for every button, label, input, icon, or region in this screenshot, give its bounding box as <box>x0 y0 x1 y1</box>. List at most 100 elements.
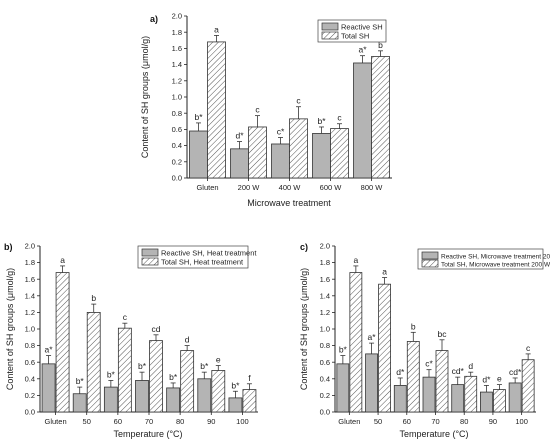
bar-reactive-sh <box>365 353 378 413</box>
significance-label: cd* <box>452 366 465 376</box>
y-tick-label: 1.2 <box>172 76 182 85</box>
bar-reactive-sh <box>451 384 465 413</box>
y-tick-label: 0.6 <box>25 358 35 367</box>
x-axis-title: Temperature (°C) <box>399 429 468 439</box>
legend-swatch-reactive-sh <box>321 22 339 31</box>
x-tick-label: 60 <box>114 417 122 426</box>
bar-total-sh <box>149 340 163 413</box>
chart-panel-b: b) 0.0 0.2 0.4 0.6 0.8 1.0 1.2 1.4 1.6 1.8 2.0 Conte… <box>4 242 258 439</box>
bar-reactive-sh <box>353 62 372 179</box>
significance-label: b* <box>200 361 209 371</box>
bar-reactive-sh <box>197 378 212 413</box>
significance-label: e <box>216 355 221 365</box>
x-tick-label: 90 <box>489 417 497 426</box>
y-tick-label: 0.8 <box>25 341 35 350</box>
bar-total-sh <box>289 118 308 179</box>
bar-reactive-sh <box>41 363 56 413</box>
bar-total-sh <box>86 311 101 413</box>
x-axis-title: Microwave treatment <box>247 198 331 208</box>
y-tick-label: 0.6 <box>320 358 330 367</box>
significance-label: b <box>91 293 96 303</box>
panel-label: b) <box>4 242 13 252</box>
bar-reactive-sh <box>508 382 522 413</box>
y-tick-label: 1.2 <box>320 308 330 317</box>
y-tick-label: 1.0 <box>320 325 330 334</box>
x-tick-label: 60 <box>403 417 411 426</box>
significance-label: b* <box>169 372 178 382</box>
bar-reactive-sh <box>230 148 249 179</box>
significance-label: d <box>185 335 190 345</box>
legend-swatch-reactive-sh <box>421 251 439 260</box>
y-tick-label: 0.6 <box>172 125 182 134</box>
y-tick-label: 1.6 <box>320 275 330 284</box>
bar-total-sh <box>349 272 363 413</box>
y-tick-label: 0.2 <box>172 157 182 166</box>
significance-label: c <box>123 312 128 322</box>
bar-total-sh <box>180 350 195 413</box>
bar-total-sh <box>242 389 257 413</box>
y-tick-label: 0.0 <box>320 408 330 417</box>
y-tick-label: 1.2 <box>25 308 35 317</box>
y-axis-title: Content of SH groups (μmol/g) <box>140 36 150 158</box>
significance-label: cd* <box>509 367 522 377</box>
legend-swatch-reactive-sh <box>141 248 159 257</box>
x-axis-title: Temperature (°C) <box>113 429 182 439</box>
significance-label: c <box>526 343 531 353</box>
bar-reactive-sh <box>72 393 87 413</box>
legend-swatch-total-sh <box>141 257 159 266</box>
bar-reactive-sh <box>422 376 436 413</box>
significance-label: d* <box>235 131 244 141</box>
legend-box <box>137 245 249 269</box>
bar-total-sh <box>435 350 449 413</box>
y-tick-label: 0.2 <box>320 391 330 400</box>
y-tick-label: 0.0 <box>25 408 35 417</box>
x-tick-label: 50 <box>83 417 91 426</box>
y-tick-label: 1.8 <box>320 258 330 267</box>
x-tick-label: 600 W <box>320 183 343 192</box>
significance-label: c* <box>425 359 433 369</box>
bar-reactive-sh <box>103 386 118 413</box>
legend-swatch-total-sh <box>321 31 339 40</box>
y-tick-label: 0.8 <box>320 341 330 350</box>
x-tick-label: 800 W <box>361 183 384 192</box>
y-tick-label: 1.0 <box>25 325 35 334</box>
significance-label: c* <box>277 127 285 137</box>
x-tick-label: 90 <box>207 417 215 426</box>
legend-label: Reactive SH, Heat treatment <box>161 249 257 258</box>
significance-label: b* <box>317 116 326 126</box>
significance-label: cd <box>152 324 161 334</box>
bar-total-sh <box>378 283 391 413</box>
significance-label: f <box>248 373 251 383</box>
x-tick-label: 200 W <box>238 183 261 192</box>
x-tick-label: Gluten <box>196 183 218 192</box>
significance-label: a <box>60 255 65 265</box>
y-tick-label: 1.8 <box>25 258 35 267</box>
bar-total-sh <box>117 327 132 413</box>
legend-label: Total SH, Heat treatment <box>161 258 244 267</box>
significance-label: b* <box>231 380 240 390</box>
bar-total-sh <box>493 389 506 413</box>
y-tick-label: 1.4 <box>172 60 182 69</box>
significance-label: b* <box>138 361 147 371</box>
bar-reactive-sh <box>393 385 407 413</box>
significance-label: c <box>296 96 301 106</box>
significance-label: a* <box>45 345 54 355</box>
significance-label: c <box>337 113 342 123</box>
y-tick-label: 2.0 <box>25 242 35 251</box>
significance-label: b* <box>76 376 85 386</box>
significance-label: d <box>468 361 473 371</box>
bar-total-sh <box>406 341 420 413</box>
bar-reactive-sh <box>189 130 208 179</box>
legend-label: Total SH, Microwave treatment 200 W <box>441 262 550 269</box>
significance-label: a* <box>368 332 377 342</box>
chart-panel-a: a) 0.0 0.2 0.4 0.6 0.8 1.0 1.2 1.4 1.6 1.8 2.0 Conte… <box>140 12 392 208</box>
x-tick-label: 100 <box>515 417 528 426</box>
bar-reactive-sh <box>312 133 331 179</box>
bar-reactive-sh <box>135 380 149 413</box>
significance-label: b* <box>107 369 116 379</box>
significance-label: a <box>353 255 358 265</box>
bar-total-sh <box>521 359 535 413</box>
x-tick-label: 80 <box>176 417 184 426</box>
bar-total-sh <box>330 128 349 179</box>
